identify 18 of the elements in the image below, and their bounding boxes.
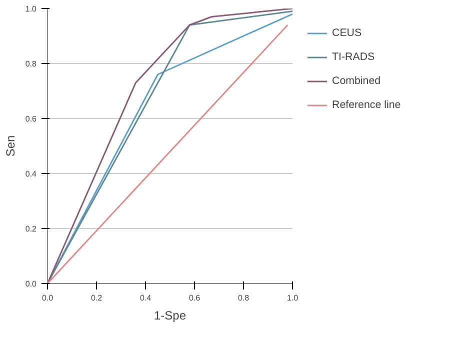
y-tick-label: 1.0: [25, 4, 38, 14]
legend-label: Combined: [332, 75, 381, 87]
x-tick-label: 1.0: [286, 294, 299, 302]
legend-label: TI-RADS: [332, 51, 375, 63]
x-tick-label: 0.8: [238, 294, 250, 302]
x-tick-label: 0.2: [90, 294, 103, 302]
y-tick-label: 0.6: [25, 114, 38, 124]
y-axis-title: Sen: [3, 135, 18, 157]
y-tick-label: 0.2: [25, 224, 38, 234]
x-tick-label: 0.0: [42, 294, 54, 302]
legend-label: CEUS: [332, 27, 362, 39]
y-tick-label: 0.0: [25, 280, 38, 288]
legend-label: Reference line: [332, 99, 401, 111]
y-tick-label: 0.4: [25, 170, 38, 178]
y-tick-label: 0.8: [25, 60, 38, 68]
x-axis-title: 1-Spe: [154, 308, 186, 322]
x-tick-label: 0.4: [140, 294, 152, 302]
x-tick-label: 0.6: [188, 294, 201, 302]
